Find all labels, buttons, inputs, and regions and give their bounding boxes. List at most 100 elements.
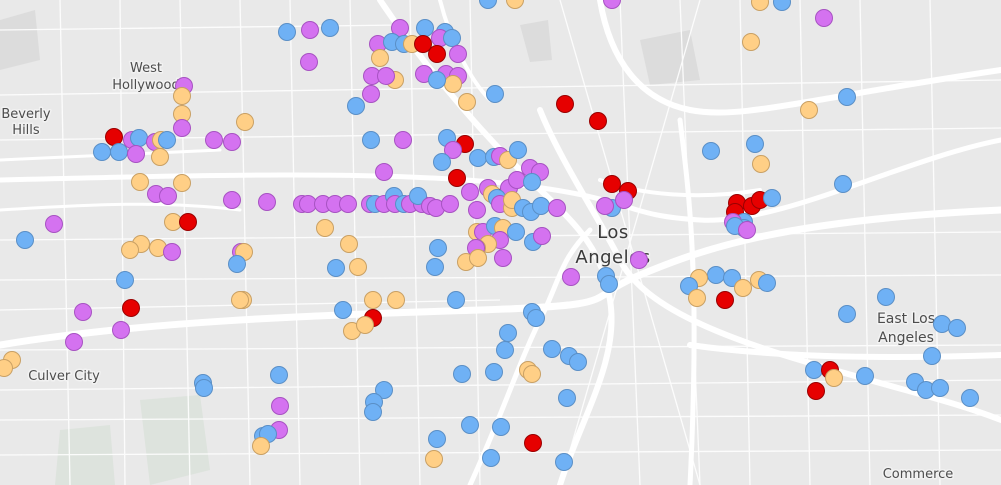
purple-location-marker[interactable] [173, 119, 191, 137]
orange-location-marker[interactable] [316, 219, 334, 237]
red-location-marker[interactable] [448, 169, 466, 187]
purple-location-marker[interactable] [74, 303, 92, 321]
blue-location-marker[interactable] [948, 319, 966, 337]
blue-location-marker[interactable] [773, 0, 791, 11]
orange-location-marker[interactable] [752, 155, 770, 173]
orange-location-marker[interactable] [688, 289, 706, 307]
blue-location-marker[interactable] [509, 141, 527, 159]
blue-location-marker[interactable] [933, 315, 951, 333]
red-location-marker[interactable] [716, 291, 734, 309]
blue-location-marker[interactable] [523, 173, 541, 191]
purple-location-marker[interactable] [159, 187, 177, 205]
blue-location-marker[interactable] [270, 366, 288, 384]
purple-location-marker[interactable] [362, 85, 380, 103]
blue-location-marker[interactable] [543, 340, 561, 358]
orange-location-marker[interactable] [523, 365, 541, 383]
orange-location-marker[interactable] [236, 113, 254, 131]
orange-location-marker[interactable] [751, 0, 769, 11]
purple-location-marker[interactable] [45, 215, 63, 233]
purple-location-marker[interactable] [223, 133, 241, 151]
blue-location-marker[interactable] [347, 97, 365, 115]
blue-location-marker[interactable] [130, 129, 148, 147]
orange-location-marker[interactable] [444, 75, 462, 93]
orange-location-marker[interactable] [340, 235, 358, 253]
blue-location-marker[interactable] [433, 153, 451, 171]
purple-location-marker[interactable] [258, 193, 276, 211]
blue-location-marker[interactable] [469, 149, 487, 167]
blue-location-marker[interactable] [877, 288, 895, 306]
blue-location-marker[interactable] [447, 291, 465, 309]
orange-location-marker[interactable] [131, 173, 149, 191]
blue-location-marker[interactable] [375, 381, 393, 399]
purple-location-marker[interactable] [468, 201, 486, 219]
purple-location-marker[interactable] [494, 249, 512, 267]
red-location-marker[interactable] [589, 112, 607, 130]
purple-location-marker[interactable] [562, 268, 580, 286]
blue-location-marker[interactable] [558, 389, 576, 407]
blue-location-marker[interactable] [479, 0, 497, 9]
purple-location-marker[interactable] [301, 21, 319, 39]
purple-location-marker[interactable] [163, 243, 181, 261]
purple-location-marker[interactable] [461, 183, 479, 201]
blue-location-marker[interactable] [931, 379, 949, 397]
blue-location-marker[interactable] [362, 131, 380, 149]
blue-location-marker[interactable] [16, 231, 34, 249]
orange-location-marker[interactable] [800, 101, 818, 119]
blue-location-marker[interactable] [443, 29, 461, 47]
purple-location-marker[interactable] [339, 195, 357, 213]
blue-location-marker[interactable] [856, 367, 874, 385]
red-location-marker[interactable] [122, 299, 140, 317]
orange-location-marker[interactable] [0, 359, 13, 377]
purple-location-marker[interactable] [630, 251, 648, 269]
blue-location-marker[interactable] [838, 305, 856, 323]
red-location-marker[interactable] [414, 35, 432, 53]
blue-location-marker[interactable] [569, 353, 587, 371]
blue-location-marker[interactable] [961, 389, 979, 407]
purple-location-marker[interactable] [127, 145, 145, 163]
purple-location-marker[interactable] [533, 227, 551, 245]
red-location-marker[interactable] [603, 175, 621, 193]
blue-location-marker[interactable] [461, 416, 479, 434]
blue-location-marker[interactable] [158, 131, 176, 149]
blue-location-marker[interactable] [93, 143, 111, 161]
orange-location-marker[interactable] [231, 291, 249, 309]
blue-location-marker[interactable] [485, 363, 503, 381]
purple-location-marker[interactable] [815, 9, 833, 27]
blue-location-marker[interactable] [278, 23, 296, 41]
orange-location-marker[interactable] [425, 450, 443, 468]
purple-location-marker[interactable] [394, 131, 412, 149]
orange-location-marker[interactable] [121, 241, 139, 259]
blue-location-marker[interactable] [426, 258, 444, 276]
purple-location-marker[interactable] [508, 171, 526, 189]
purple-location-marker[interactable] [65, 333, 83, 351]
orange-location-marker[interactable] [387, 291, 405, 309]
blue-location-marker[interactable] [321, 19, 339, 37]
orange-location-marker[interactable] [469, 249, 487, 267]
orange-location-marker[interactable] [173, 87, 191, 105]
purple-location-marker[interactable] [300, 53, 318, 71]
blue-location-marker[interactable] [527, 309, 545, 327]
purple-location-marker[interactable] [223, 191, 241, 209]
blue-location-marker[interactable] [116, 271, 134, 289]
orange-location-marker[interactable] [742, 33, 760, 51]
orange-location-marker[interactable] [734, 279, 752, 297]
purple-location-marker[interactable] [449, 45, 467, 63]
blue-location-marker[interactable] [702, 142, 720, 160]
blue-location-marker[interactable] [763, 189, 781, 207]
purple-location-marker[interactable] [271, 397, 289, 415]
blue-location-marker[interactable] [228, 255, 246, 273]
purple-location-marker[interactable] [615, 191, 633, 209]
orange-location-marker[interactable] [371, 49, 389, 67]
blue-location-marker[interactable] [600, 275, 618, 293]
purple-location-marker[interactable] [738, 221, 756, 239]
blue-location-marker[interactable] [496, 341, 514, 359]
orange-location-marker[interactable] [349, 258, 367, 276]
blue-location-marker[interactable] [428, 71, 446, 89]
blue-location-marker[interactable] [499, 324, 517, 342]
blue-location-marker[interactable] [707, 266, 725, 284]
blue-location-marker[interactable] [532, 197, 550, 215]
blue-location-marker[interactable] [555, 453, 573, 471]
blue-location-marker[interactable] [416, 19, 434, 37]
purple-location-marker[interactable] [596, 197, 614, 215]
